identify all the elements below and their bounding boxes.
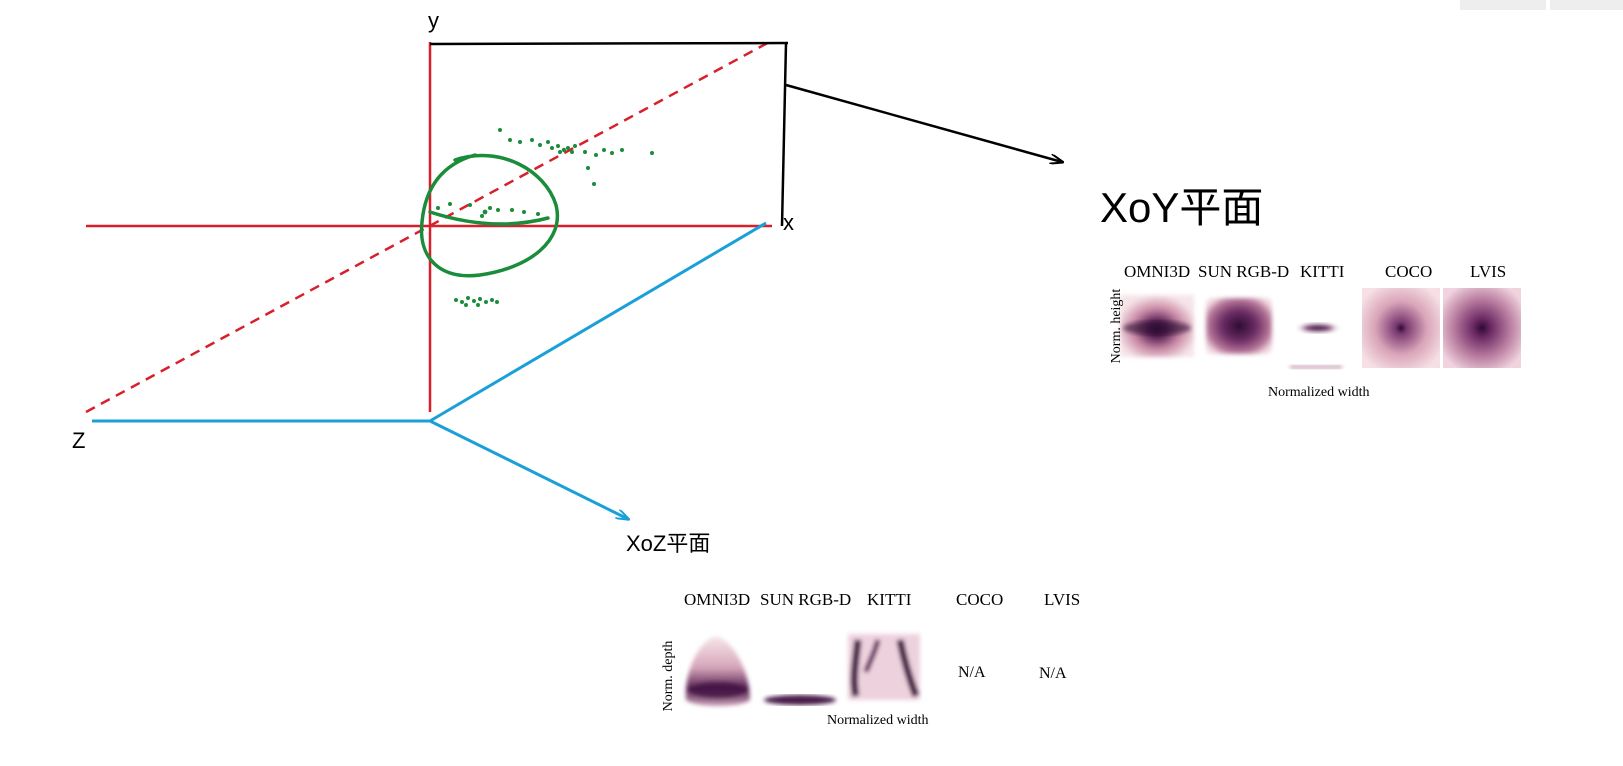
xoy-header-omni3d: OMNI3D bbox=[1124, 262, 1191, 281]
green-scribble bbox=[419, 153, 560, 278]
xoz-header-sunrgbd: SUN RGB-D bbox=[760, 590, 852, 609]
xoz-heat-sunrgbd bbox=[764, 695, 836, 705]
xoz-plane-title: XoZ平面 bbox=[626, 531, 711, 556]
xoy-header-coco: COCO bbox=[1385, 262, 1433, 281]
xoz-x-axis-label: Normalized width bbox=[827, 713, 929, 728]
xoz-lvis-na: N/A bbox=[1039, 665, 1067, 682]
xoz-header-lvis: LVIS bbox=[1044, 590, 1081, 609]
xoy-y-axis-label: Norm. height bbox=[1109, 288, 1124, 364]
xoy-heatmaps bbox=[1120, 288, 1521, 373]
z-axis-label: Z bbox=[72, 428, 86, 453]
xoy-arrow bbox=[785, 83, 1062, 162]
xoz-header-coco: COCO bbox=[956, 590, 1004, 609]
xoy-header-lvis: LVIS bbox=[1470, 262, 1507, 281]
xoy-heat-kitti bbox=[1284, 295, 1348, 373]
point-cloud bbox=[436, 128, 654, 307]
xoz-y-axis-label: Norm. depth bbox=[661, 640, 676, 712]
xoz-heatmaps bbox=[685, 634, 920, 706]
y-axis-label: y bbox=[428, 8, 439, 33]
xoy-heat-lvis bbox=[1443, 288, 1521, 368]
xoy-header-kitti: KITTI bbox=[1300, 262, 1345, 281]
top-right-bar bbox=[1460, 0, 1546, 10]
xoy-heat-coco bbox=[1362, 288, 1440, 368]
xoy-x-axis-label: Normalized width bbox=[1268, 385, 1370, 400]
top-right-bar-2 bbox=[1550, 0, 1623, 10]
xoy-heat-sunrgbd bbox=[1206, 298, 1272, 354]
xoz-arrow bbox=[429, 419, 628, 519]
xoz-header-omni3d: OMNI3D bbox=[684, 590, 751, 609]
xoz-coco-na: N/A bbox=[958, 664, 986, 681]
xoz-heat-omni3d bbox=[685, 636, 750, 706]
xoy-plane-title: XoY平面 bbox=[1100, 184, 1264, 231]
z-axis-dashed-line bbox=[85, 38, 774, 414]
xoy-header-sunrgbd: SUN RGB-D bbox=[1198, 262, 1290, 281]
xoz-heat-kitti bbox=[848, 634, 920, 700]
xoz-header-kitti: KITTI bbox=[867, 590, 912, 609]
x-axis-label: x bbox=[783, 210, 794, 235]
